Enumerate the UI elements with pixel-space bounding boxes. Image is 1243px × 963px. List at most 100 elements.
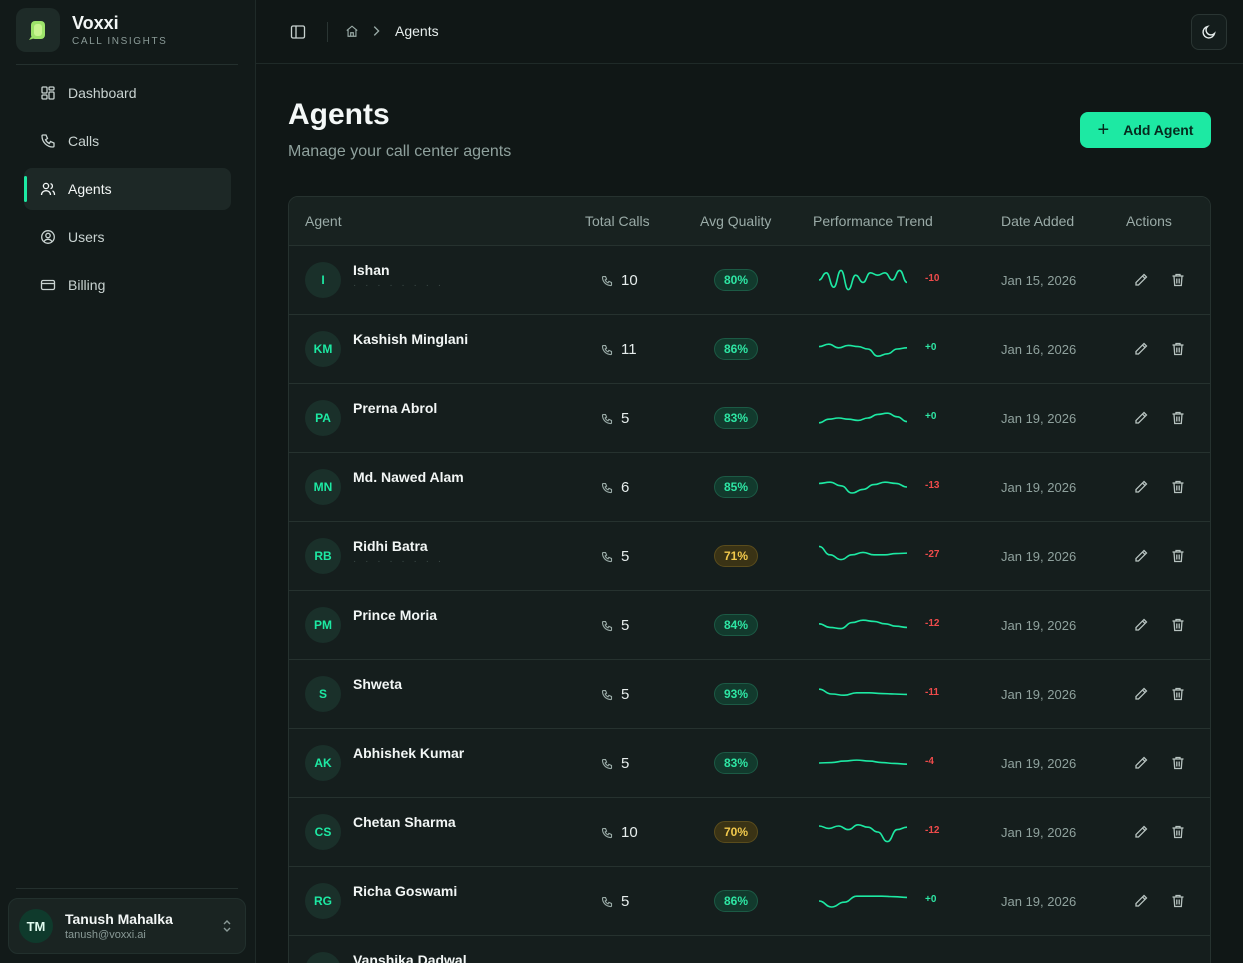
agent-name[interactable]: Md. Nawed Alam: [353, 469, 464, 485]
agent-avatar: RB: [305, 538, 341, 574]
total-calls: 5: [601, 410, 629, 427]
column-header-total-calls[interactable]: Total Calls: [585, 213, 650, 229]
trend-delta: -27: [925, 549, 940, 560]
column-header-avg-quality[interactable]: Avg Quality: [700, 213, 772, 229]
home-icon[interactable]: [345, 24, 359, 38]
column-header-date-added[interactable]: Date Added: [1001, 213, 1075, 229]
edit-icon[interactable]: [1133, 755, 1149, 771]
edit-icon[interactable]: [1133, 410, 1149, 426]
total-calls-value: 5: [621, 755, 630, 772]
agent-name[interactable]: Ridhi Batra: [353, 538, 428, 554]
performance-sparkline: [818, 481, 908, 494]
add-agent-button[interactable]: + Add Agent: [1080, 112, 1211, 148]
trend-delta: +0: [925, 342, 937, 353]
delete-icon[interactable]: [1170, 755, 1186, 771]
agent-name[interactable]: Shweta: [353, 676, 403, 692]
delete-icon[interactable]: [1170, 824, 1186, 840]
sparkline-path: [818, 481, 908, 494]
total-calls: 10: [601, 824, 638, 841]
agent-name[interactable]: Vanshika Dadwal: [353, 952, 467, 963]
sparkline-path: [818, 895, 908, 908]
sidebar-item-billing[interactable]: Billing: [24, 264, 231, 306]
trend-delta: -13: [925, 480, 940, 491]
date-added: Jan 19, 2026: [1001, 825, 1077, 840]
column-header-agent[interactable]: Agent: [305, 213, 342, 229]
sidebar-item-dashboard[interactable]: Dashboard: [24, 72, 231, 114]
delete-icon[interactable]: [1170, 272, 1186, 288]
agent-avatar: MN: [305, 469, 341, 505]
total-calls: 5: [601, 893, 629, 910]
table-row[interactable]: AK Abhishek Kumar 5 83% -4 Jan 19, 2026: [289, 729, 1210, 798]
plus-icon: +: [1097, 119, 1110, 141]
delete-icon[interactable]: [1170, 893, 1186, 909]
sidebar-item-calls[interactable]: Calls: [24, 120, 231, 162]
edit-icon[interactable]: [1133, 548, 1149, 564]
table-row[interactable]: RB Ridhi Batra · · · · · · · · 5 71% -27 Jan 1…: [289, 522, 1210, 591]
table-row[interactable]: VD Vanshika Dadwal: [289, 936, 1210, 963]
sidebar-item-label: Billing: [68, 277, 106, 293]
total-calls: 6: [601, 479, 629, 496]
brand-name: Voxxi: [72, 13, 119, 33]
table-row[interactable]: PM Prince Moria 5 84% -12 Jan 19, 2026: [289, 591, 1210, 660]
quality-badge: 83%: [714, 752, 758, 774]
agent-subtext: · · · · · · · ·: [353, 280, 445, 291]
top-bar: Agents: [256, 0, 1243, 64]
edit-icon[interactable]: [1133, 617, 1149, 633]
trend-delta: -4: [925, 756, 934, 767]
edit-icon[interactable]: [1133, 272, 1149, 288]
delete-icon[interactable]: [1170, 548, 1186, 564]
sidebar-item-agents[interactable]: Agents: [24, 168, 231, 210]
trend-delta: +0: [925, 894, 937, 905]
delete-icon[interactable]: [1170, 341, 1186, 357]
sidebar-item-label: Users: [68, 229, 105, 245]
edit-icon[interactable]: [1133, 341, 1149, 357]
table-row[interactable]: CS Chetan Sharma 10 70% -12 Jan 19, 2026: [289, 798, 1210, 867]
agent-avatar: KM: [305, 331, 341, 367]
divider: [16, 64, 238, 65]
agent-name[interactable]: Ishan: [353, 262, 390, 278]
table-row[interactable]: PA Prerna Abrol 5 83% +0 Jan 19, 2026: [289, 384, 1210, 453]
table-row[interactable]: MN Md. Nawed Alam 6 85% -13 Jan 19, 2026: [289, 453, 1210, 522]
delete-icon[interactable]: [1170, 617, 1186, 633]
agent-name[interactable]: Kashish Minglani: [353, 331, 469, 347]
user-name: Tanush Mahalka: [65, 911, 173, 927]
performance-sparkline: [818, 823, 908, 843]
table-row[interactable]: I Ishan · · · · · · · · 10 80% -10 Jan 15, 202…: [289, 246, 1210, 315]
date-added: Jan 19, 2026: [1001, 480, 1077, 495]
phone-icon: [601, 758, 613, 769]
edit-icon[interactable]: [1133, 893, 1149, 909]
sidebar-toggle-icon[interactable]: [290, 24, 306, 40]
trend-delta: +0: [925, 411, 937, 422]
table-row[interactable]: S Shweta 5 93% -11 Jan 19, 2026: [289, 660, 1210, 729]
agent-name[interactable]: Abhishek Kumar: [353, 745, 465, 761]
agent-name[interactable]: Chetan Sharma: [353, 814, 456, 830]
users-icon: [40, 182, 56, 196]
sparkline-path: [818, 823, 908, 843]
delete-icon[interactable]: [1170, 686, 1186, 702]
performance-sparkline: [818, 619, 908, 630]
total-calls: 5: [601, 617, 629, 634]
delete-icon[interactable]: [1170, 410, 1186, 426]
agent-name[interactable]: Richa Goswami: [353, 883, 458, 899]
total-calls: 5: [601, 548, 629, 565]
chevron-right-icon: [373, 26, 380, 36]
edit-icon[interactable]: [1133, 686, 1149, 702]
theme-toggle-button[interactable]: [1191, 14, 1227, 50]
table-row[interactable]: RG Richa Goswami 5 86% +0 Jan 19, 2026: [289, 867, 1210, 936]
agent-name[interactable]: Prerna Abrol: [353, 400, 438, 416]
trend-delta: -12: [925, 618, 940, 629]
sparkline-path: [818, 269, 908, 291]
quality-badge: 86%: [714, 338, 758, 360]
phone-icon: [41, 134, 55, 148]
delete-icon[interactable]: [1170, 479, 1186, 495]
edit-icon[interactable]: [1133, 479, 1149, 495]
user-menu[interactable]: TM Tanush Mahalka tanush@voxxi.ai: [8, 898, 246, 954]
brand[interactable]: Voxxi CALL INSIGHTS: [16, 8, 167, 52]
user-email: tanush@voxxi.ai: [65, 929, 146, 941]
date-added: Jan 15, 2026: [1001, 273, 1077, 288]
table-row[interactable]: KM Kashish Minglani 11 86% +0 Jan 16, 2026: [289, 315, 1210, 384]
sidebar-item-users[interactable]: Users: [24, 216, 231, 258]
agent-name[interactable]: Prince Moria: [353, 607, 438, 623]
edit-icon[interactable]: [1133, 824, 1149, 840]
column-header-performance-trend[interactable]: Performance Trend: [813, 213, 933, 229]
